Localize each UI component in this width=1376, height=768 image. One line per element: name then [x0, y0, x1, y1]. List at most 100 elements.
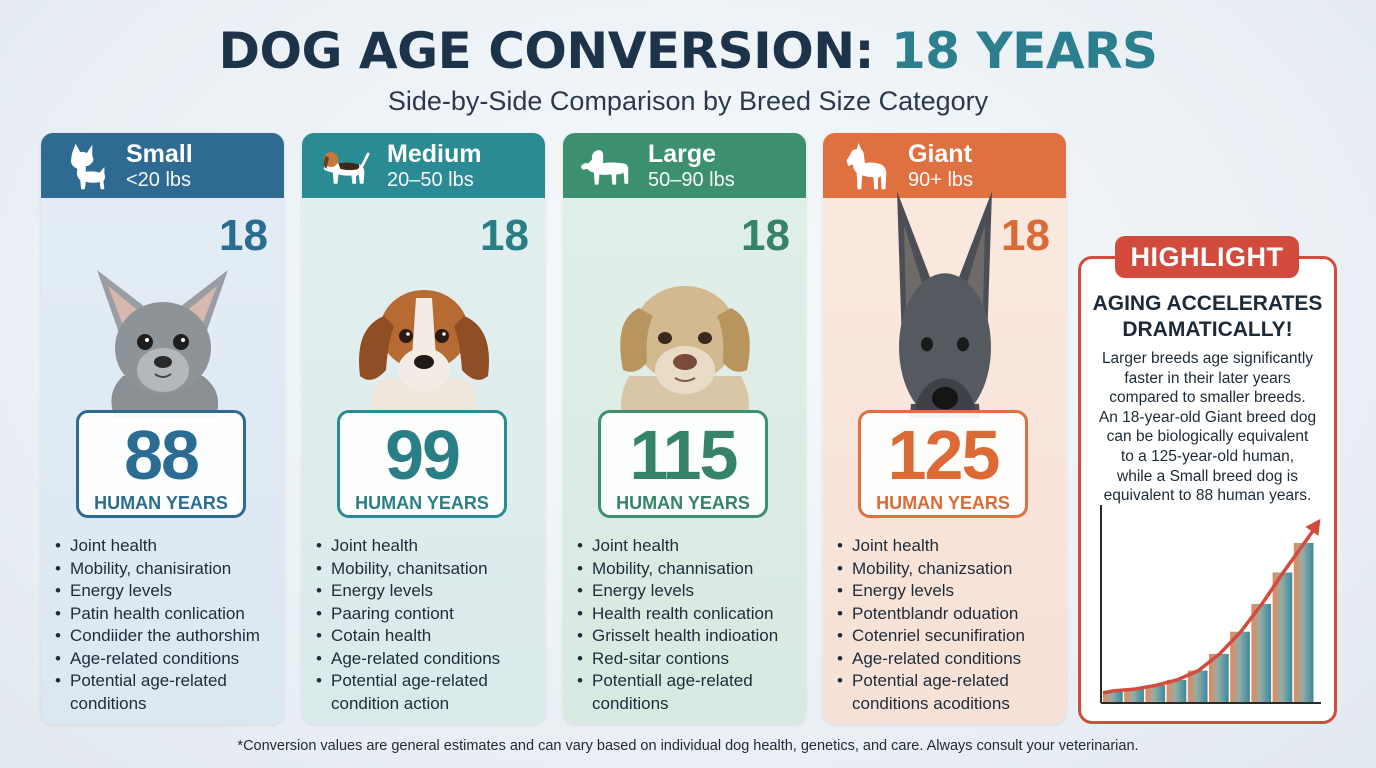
- highlight-body-line: faster in their later years: [1124, 369, 1291, 387]
- bullet-list: Joint health Mobility, channisation Ener…: [577, 535, 802, 715]
- highlight-body: Larger breeds age significantly faster i…: [1091, 349, 1324, 506]
- list-item: Mobility, chanizsation: [837, 558, 1062, 581]
- highlight-heading-line: DRAMATICALLY!: [1122, 318, 1293, 341]
- human-years-label: HUMAN YEARS: [355, 493, 489, 513]
- highlight-body-line: can be biologically equivalent: [1106, 428, 1309, 446]
- list-item: Age-related conditions: [837, 648, 1062, 671]
- list-item: Joint health: [577, 535, 802, 558]
- list-item: Joint health: [55, 535, 280, 558]
- title-main: DOG AGE CONVERSION:: [218, 22, 875, 80]
- card-header-small: Small <20 lbs: [41, 133, 284, 198]
- card-header-giant: Giant 90+ lbs: [823, 133, 1066, 198]
- list-item: Energy levels: [316, 580, 541, 603]
- highlight-heading: AGING ACCELERATES DRAMATICALLY!: [1081, 291, 1334, 343]
- beagle-portrait: [359, 290, 489, 418]
- chihuahua-silhouette-icon: [70, 143, 106, 190]
- title-accent: 18 YEARS: [890, 22, 1158, 80]
- list-item: Energy levels: [577, 580, 802, 603]
- card-giant: Giant 90+ lbs 18 125 HUMAN YEARS Joint h…: [823, 133, 1066, 724]
- chart-bar: [1230, 631, 1250, 702]
- list-item: Potentiall age-related conditions: [577, 670, 802, 715]
- breed-weight: 90+ lbs: [908, 169, 974, 191]
- card-header-medium: Medium 20–50 lbs: [302, 133, 545, 198]
- chart-bar: [1272, 572, 1293, 702]
- great-dane-portrait: [897, 191, 992, 418]
- list-item: Joint health: [316, 535, 541, 558]
- highlight-body-line: to a 125-year-old human,: [1120, 447, 1295, 465]
- human-age-value: 99: [385, 416, 461, 494]
- labrador-portrait: [620, 286, 750, 418]
- chart-bar: [1209, 653, 1229, 702]
- chart-bar: [1145, 685, 1166, 702]
- human-years-box: 88 HUMAN YEARS: [76, 410, 246, 518]
- chart-bar: [1293, 542, 1314, 702]
- aging-trend-chart: [1100, 505, 1321, 704]
- list-item: Age-related conditions: [55, 648, 280, 671]
- breed-name: Giant: [908, 140, 972, 168]
- great-dane-silhouette-icon: [846, 142, 887, 190]
- bullet-list: Joint health Mobility, chanisiration Ene…: [55, 535, 280, 715]
- human-age-value: 115: [629, 416, 739, 494]
- footnote: *Conversion values are general estimates…: [237, 738, 1139, 754]
- page-subtitle: Side-by-Side Comparison by Breed Size Ca…: [387, 86, 989, 116]
- highlight-body-line: while a Small breed dog is: [1117, 467, 1298, 485]
- trend-arrow-icon: [1305, 518, 1321, 536]
- human-years-label: HUMAN YEARS: [616, 493, 750, 513]
- breed-weight: 50–90 lbs: [648, 169, 735, 191]
- page-title: DOG AGE CONVERSION: 18 YEARS: [0, 22, 1376, 80]
- breed-weight: 20–50 lbs: [387, 169, 474, 191]
- bullet-list: Joint health Mobility, chanizsation Ener…: [837, 535, 1062, 715]
- labrador-silhouette-icon: [580, 150, 629, 185]
- list-item: Cotenriel secunifiration: [837, 625, 1062, 648]
- chart-bar: [1166, 679, 1187, 702]
- list-item: Mobility, chanisiration: [55, 558, 280, 581]
- list-item: Age-related conditions: [316, 648, 541, 671]
- dog-age: 18: [1001, 211, 1050, 260]
- bullet-list: Joint health Mobility, chanitsation Ener…: [316, 535, 541, 715]
- beagle-icon: [323, 152, 370, 184]
- list-item: Potentblandr oduation: [837, 603, 1062, 626]
- list-item: Red-sitar contions: [577, 648, 802, 671]
- list-item: Grisselt health indioation: [577, 625, 802, 648]
- list-item: Energy levels: [837, 580, 1062, 603]
- highlight-body-line: equivalent to 88 human years.: [1103, 487, 1312, 505]
- breed-name: Medium: [387, 140, 482, 168]
- highlight-badge: HIGHLIGHT: [1115, 236, 1299, 278]
- human-age-value: 88: [124, 416, 200, 494]
- human-age-value: 125: [887, 416, 1001, 494]
- card-small: Small <20 lbs 18 88 HUMAN YEARS Joint he…: [41, 133, 284, 724]
- human-years-box: 115 HUMAN YEARS: [598, 410, 768, 518]
- card-medium: Medium 20–50 lbs 18 99 HUMAN YEARS Joint…: [302, 133, 545, 724]
- highlight-body-line: Larger breeds age significantly: [1101, 350, 1314, 367]
- list-item: Paaring contiont: [316, 603, 541, 626]
- list-item: Potential age-related condition action: [316, 670, 541, 715]
- chart-bar: [1103, 690, 1123, 702]
- highlight-body-line: compared to smaller breeds.: [1109, 389, 1306, 407]
- list-item: Condiider the authorshim: [55, 625, 280, 648]
- list-item: Health realth conlication: [577, 603, 802, 626]
- breed-name: Small: [126, 140, 193, 168]
- chart-bar: [1251, 603, 1272, 702]
- human-years-label: HUMAN YEARS: [876, 493, 1010, 513]
- breed-weight: <20 lbs: [126, 169, 192, 191]
- highlight-heading-line: AGING ACCELERATES: [1092, 292, 1323, 315]
- list-item: Energy levels: [55, 580, 280, 603]
- list-item: Mobility, channisation: [577, 558, 802, 581]
- human-years-label: HUMAN YEARS: [94, 493, 228, 513]
- human-years-box: 99 HUMAN YEARS: [337, 410, 507, 518]
- card-large: Large 50–90 lbs 18 115 HUMAN YEARS Joint…: [563, 133, 806, 724]
- list-item: Potential age-related conditions acoditi…: [837, 670, 1062, 715]
- dog-age: 18: [741, 211, 790, 260]
- list-item: Cotain health: [316, 625, 541, 648]
- human-years-box: 125 HUMAN YEARS: [858, 410, 1028, 518]
- list-item: Mobility, chanitsation: [316, 558, 541, 581]
- list-item: Potential age-related conditions: [55, 670, 280, 715]
- chihuahua-portrait: [97, 270, 228, 418]
- list-item: Joint health: [837, 535, 1062, 558]
- chart-bar: [1187, 670, 1208, 703]
- list-item: Patin health conlication: [55, 603, 280, 626]
- highlight-panel: AGING ACCELERATES DRAMATICALLY! Larger b…: [1078, 256, 1337, 724]
- chart-bar: [1124, 689, 1144, 703]
- dog-age: 18: [480, 211, 529, 260]
- card-header-large: Large 50–90 lbs: [563, 133, 806, 198]
